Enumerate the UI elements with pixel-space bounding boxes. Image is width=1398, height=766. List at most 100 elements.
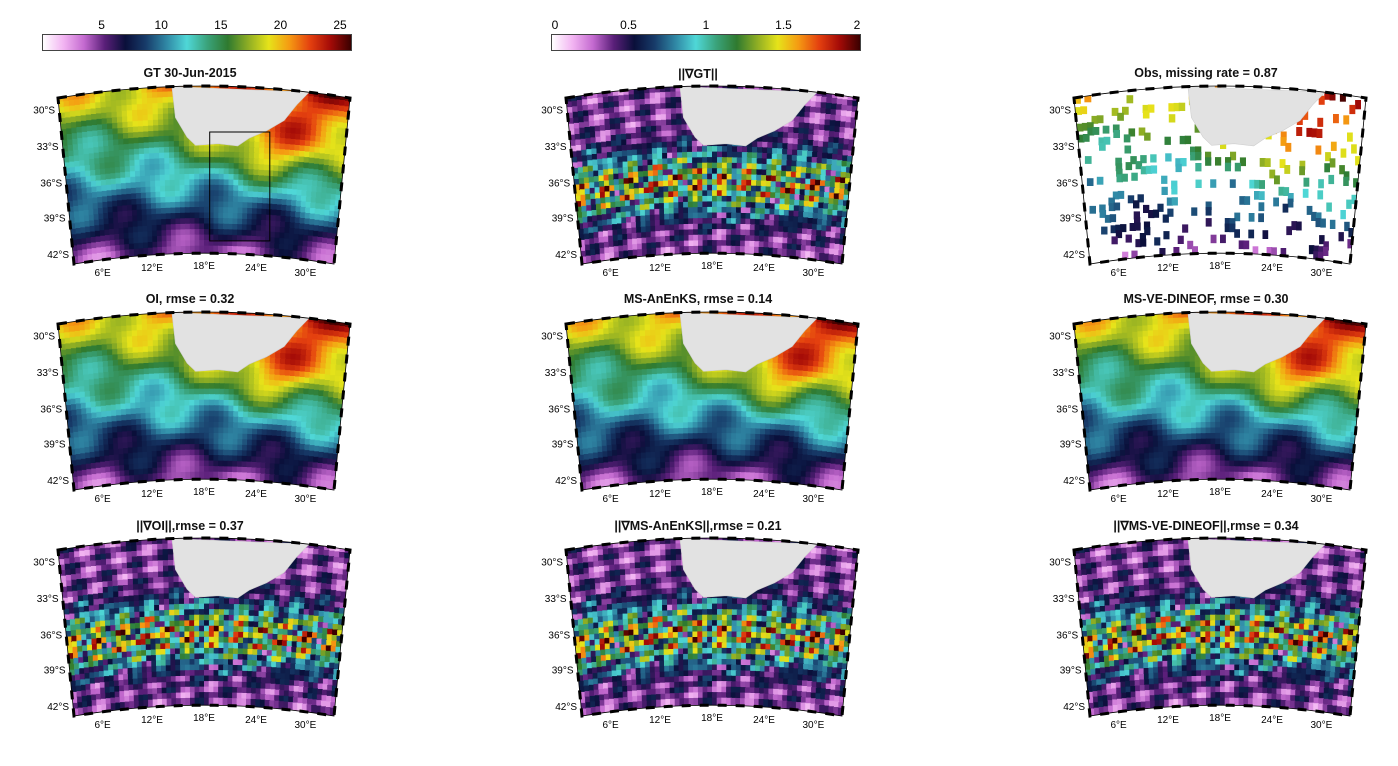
longitude-label: 6°E — [94, 268, 111, 279]
map-ms-anenks: 30°S 33°S 36°S 39°S 42°S 6°E 12°E 18°E 24°E 30°E — [541, 310, 860, 505]
latitude-label: 42°S — [47, 476, 69, 487]
latitude-label: 39°S — [1060, 440, 1082, 451]
africa-landmass — [679, 86, 818, 147]
latitude-label: 39°S — [552, 666, 574, 677]
longitude-label: 6°E — [602, 494, 619, 505]
map-frame-outline — [1073, 311, 1367, 491]
gradient-colorbar: 0 0.5 1 1.5 2 — [551, 18, 861, 54]
latitude-label: 39°S — [44, 214, 66, 225]
map-grad-gt: 30°S 33°S 36°S 39°S 42°S 6°E 12°E 18°E 24°E 30°E — [541, 84, 860, 279]
colorbar-tick-label: 20 — [273, 18, 288, 32]
longitude-label: 12°E — [1157, 489, 1179, 500]
longitude-label: 24°E — [1261, 489, 1283, 500]
latitude-label: 30°S — [1049, 106, 1071, 117]
latitude-label: 36°S — [40, 179, 62, 190]
latitude-label: 30°S — [541, 106, 563, 117]
longitude-label: 12°E — [1157, 715, 1179, 726]
latitude-label: 42°S — [1063, 476, 1085, 487]
latitude-label: 39°S — [44, 440, 66, 451]
longitude-label: 18°E — [701, 487, 723, 498]
longitude-label: 24°E — [753, 715, 775, 726]
africa-landmass — [1187, 86, 1326, 147]
colorbar-tick-label: 5 — [98, 18, 105, 32]
latitude-label: 30°S — [1049, 332, 1071, 343]
latitude-label: 30°S — [33, 332, 55, 343]
panel-title: MS-VE-DINEOF, rmse = 0.30 — [1123, 292, 1289, 306]
map-frame-outline — [57, 311, 351, 491]
panel-ms-anenks: MS-AnEnKS, rmse = 0.14 30°S 33°S 36°S 39°S 4… — [528, 292, 868, 517]
panel-ms-ve-dineof: MS-VE-DINEOF, rmse = 0.30 30°S 33°S 36°S 39… — [1036, 292, 1376, 517]
latitude-label: 30°S — [1049, 558, 1071, 569]
colorbar-tick-label: 25 — [333, 18, 347, 32]
panel-title: ||∇OI||,rmse = 0.37 — [136, 519, 244, 533]
latitude-label: 33°S — [1053, 142, 1075, 153]
colorbar-tick-label: 0.5 — [620, 18, 637, 32]
longitude-label: 18°E — [1209, 487, 1231, 498]
map-field — [1074, 312, 1366, 490]
panel-oi: OI, rmse = 0.32 30°S 33°S 36°S 39°S 42°S 6°E 1… — [20, 292, 360, 517]
longitude-label: 30°E — [295, 720, 317, 731]
panel-title: ||∇MS-AnEnKS||,rmse = 0.21 — [614, 519, 782, 533]
latitude-label: 33°S — [545, 368, 567, 379]
map-frame-outline — [57, 537, 351, 717]
sst-colorbar: 5 10 15 20 25 — [42, 18, 352, 54]
longitude-label: 18°E — [193, 487, 215, 498]
longitude-label: 6°E — [602, 720, 619, 731]
longitude-label: 18°E — [193, 713, 215, 724]
longitude-label: 6°E — [94, 720, 111, 731]
longitude-label: 30°E — [1311, 720, 1333, 731]
longitude-label: 12°E — [141, 263, 163, 274]
longitude-label: 12°E — [649, 489, 671, 500]
panel-grad-oi: ||∇OI||,rmse = 0.37 30°S 33°S 36°S 39°S 42°S… — [20, 518, 360, 743]
latitude-label: 33°S — [37, 594, 59, 605]
colorbar-tick-label: 10 — [154, 18, 168, 32]
sst-colorbar-bar — [42, 34, 352, 51]
latitude-label: 42°S — [47, 702, 69, 713]
latitude-label: 39°S — [44, 666, 66, 677]
map-obs: 30°S 33°S 36°S 39°S 42°S 6°E 12°E 18°E 24°E 30°E — [1049, 84, 1368, 279]
longitude-label: 18°E — [1209, 713, 1231, 724]
longitude-label: 6°E — [94, 494, 111, 505]
panel-grad-ms-anenks: ||∇MS-AnEnKS||,rmse = 0.21 30°S 33°S 36°S 3… — [528, 518, 868, 743]
colorbar-tick-label: 1.5 — [775, 18, 792, 32]
longitude-label: 30°E — [803, 494, 825, 505]
map-frame-outline — [565, 537, 859, 717]
longitude-label: 24°E — [753, 489, 775, 500]
map-frame-outline — [1073, 537, 1367, 717]
map-frame-outline — [565, 311, 859, 491]
longitude-label: 12°E — [141, 489, 163, 500]
longitude-label: 30°E — [295, 494, 317, 505]
longitude-label: 6°E — [1110, 494, 1127, 505]
longitude-label: 24°E — [753, 263, 775, 274]
latitude-label: 30°S — [33, 106, 55, 117]
latitude-label: 36°S — [40, 405, 62, 416]
colorbar-tick-label: 1 — [702, 18, 710, 32]
latitude-label: 33°S — [1053, 368, 1075, 379]
map-oi: 30°S 33°S 36°S 39°S 42°S 6°E 12°E 18°E 24°E 30°E — [33, 310, 352, 505]
panel-grad-gt: ||∇GT|| 30°S 33°S 36°S 39°S 42°S 6°E 12°E 18°E 2… — [528, 66, 868, 291]
longitude-label: 24°E — [1261, 715, 1283, 726]
panel-gt: GT 30-Jun-2015 30°S 33°S 36°S 39°S 42°S 6°E 12… — [20, 66, 360, 291]
panel-grad-ms-ve-dineof: ||∇MS-VE-DINEOF||,rmse = 0.34 30°S 33°S 36… — [1036, 518, 1376, 743]
map-frame-outline — [565, 85, 859, 265]
colorbar-tick-label: 15 — [214, 18, 228, 32]
latitude-label: 30°S — [541, 558, 563, 569]
panel-title: GT 30-Jun-2015 — [143, 66, 237, 80]
longitude-label: 24°E — [245, 263, 267, 274]
latitude-label: 36°S — [548, 631, 570, 642]
latitude-label: 42°S — [1063, 702, 1085, 713]
africa-landmass — [171, 86, 310, 147]
latitude-label: 42°S — [555, 702, 577, 713]
study-area-box — [209, 131, 271, 242]
latitude-label: 36°S — [1056, 179, 1078, 190]
latitude-label: 42°S — [555, 476, 577, 487]
latitude-label: 33°S — [37, 142, 59, 153]
latitude-label: 39°S — [1060, 666, 1082, 677]
longitude-label: 24°E — [245, 715, 267, 726]
latitude-label: 39°S — [552, 214, 574, 225]
latitude-label: 33°S — [545, 594, 567, 605]
map-gt: 30°S 33°S 36°S 39°S 42°S 6°E 12°E 18°E 24°E 30°E — [33, 84, 352, 279]
latitude-label: 33°S — [1053, 594, 1075, 605]
longitude-label: 18°E — [701, 713, 723, 724]
latitude-label: 36°S — [1056, 405, 1078, 416]
